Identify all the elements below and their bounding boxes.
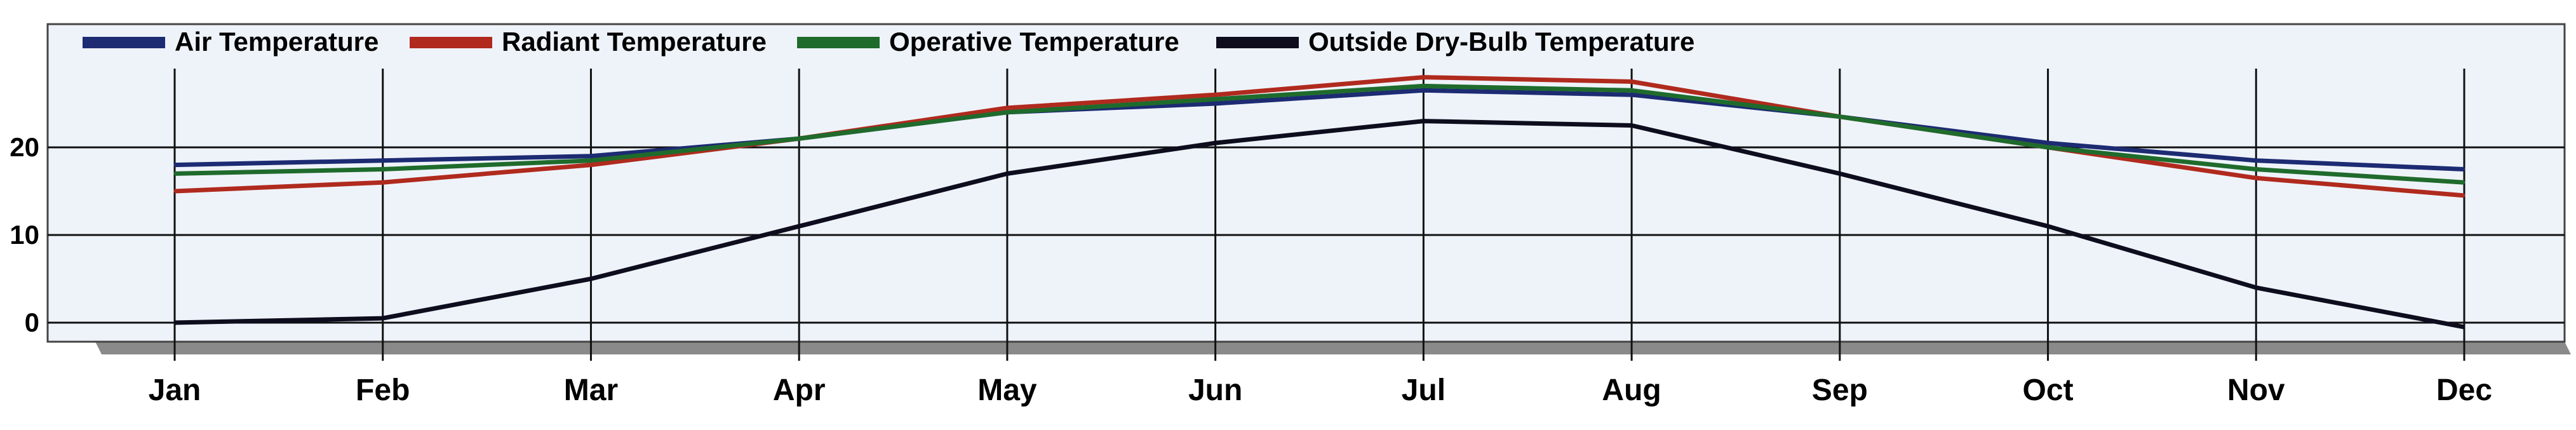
data-point-2-jul — [1422, 84, 1425, 87]
data-point-2-nov — [2255, 168, 2257, 170]
legend: Air Temperature Radiant Temperature Operat… — [83, 27, 1694, 57]
x-tick-label-jan: Jan — [149, 373, 201, 407]
data-point-0-dec — [2463, 168, 2465, 170]
data-point-1-may — [1006, 107, 1009, 109]
legend-swatch-0 — [83, 37, 165, 48]
data-point-3-oct — [2047, 225, 2049, 227]
x-tick-label-oct: Oct — [2023, 373, 2074, 407]
data-point-2-jan — [173, 172, 176, 175]
x-tick-label-apr: Apr — [773, 373, 826, 407]
data-point-3-feb — [382, 317, 384, 319]
series-line-3 — [174, 119, 2465, 330]
data-point-2-apr — [798, 137, 800, 140]
legend-label-2: Operative Temperature — [889, 27, 1179, 57]
data-point-0-feb — [382, 159, 384, 162]
legend-label-0: Air Temperature — [175, 27, 379, 57]
data-point-2-sep — [1839, 116, 1841, 118]
series-lines — [173, 75, 2465, 330]
data-point-3-nov — [2255, 286, 2257, 289]
legend-swatch-3 — [1216, 37, 1299, 48]
x-tick-label-jul: Jul — [1402, 373, 1446, 407]
data-point-1-feb — [382, 181, 384, 184]
legend-swatch-1 — [410, 37, 492, 48]
data-point-3-jun — [1214, 142, 1217, 144]
data-point-2-feb — [382, 168, 384, 170]
data-point-1-aug — [1630, 81, 1633, 83]
x-tick-label-mar: Mar — [564, 373, 618, 407]
data-point-0-oct — [2047, 142, 2049, 144]
data-point-2-jun — [1214, 98, 1217, 100]
data-point-0-mar — [589, 155, 592, 158]
plot-background — [46, 23, 2566, 343]
x-tick-label-feb: Feb — [356, 373, 410, 407]
x-tick-label-nov: Nov — [2227, 373, 2285, 407]
data-point-0-aug — [1630, 93, 1633, 96]
data-point-0-jan — [173, 164, 176, 166]
series-line-2 — [174, 83, 2465, 185]
data-point-0-jun — [1214, 102, 1217, 105]
x-tick-label-jun: Jun — [1188, 373, 1242, 407]
x-tick-label-aug: Aug — [1602, 373, 1661, 407]
x-axis-ticks: Jan Feb Mar Apr May Jun Jul Aug Sep Oct Nov Dec — [149, 373, 2492, 407]
data-point-0-nov — [2255, 159, 2257, 162]
data-point-1-jul — [1422, 76, 1425, 79]
series-line-0 — [174, 88, 2465, 171]
data-point-1-mar — [589, 164, 592, 166]
legend-swatch-2 — [797, 37, 880, 48]
y-tick-label-0: 0 — [25, 307, 39, 337]
legend-label-3: Outside Dry-Bulb Temperature — [1308, 27, 1694, 57]
data-point-3-apr — [798, 225, 800, 227]
data-point-1-jun — [1214, 93, 1217, 96]
data-point-2-aug — [1630, 89, 1633, 91]
data-point-3-dec — [2463, 326, 2465, 328]
x-tick-label-may: May — [977, 373, 1037, 407]
x-tick-label-sep: Sep — [1812, 373, 1868, 407]
data-point-3-may — [1006, 172, 1009, 175]
x-tick-label-dec: Dec — [2436, 373, 2492, 407]
data-point-2-may — [1006, 111, 1009, 114]
data-point-0-jul — [1422, 89, 1425, 91]
y-tick-label-10: 10 — [10, 220, 39, 250]
y-tick-label-20: 20 — [10, 132, 39, 162]
legend-label-1: Radiant Temperature — [502, 27, 767, 57]
data-point-3-sep — [1839, 172, 1841, 175]
data-point-1-jan — [173, 190, 176, 192]
data-point-1-nov — [2255, 177, 2257, 179]
data-point-2-mar — [589, 159, 592, 162]
y-axis-ticks: 0 10 20 — [10, 132, 39, 337]
chart-base-shadow — [95, 342, 2571, 354]
data-point-1-dec — [2463, 194, 2465, 197]
data-point-3-mar — [589, 278, 592, 280]
data-point-3-jul — [1422, 120, 1425, 123]
data-point-3-jan — [173, 321, 176, 324]
data-point-3-aug — [1630, 124, 1633, 126]
data-point-2-dec — [2463, 181, 2465, 184]
data-point-2-oct — [2047, 146, 2049, 149]
